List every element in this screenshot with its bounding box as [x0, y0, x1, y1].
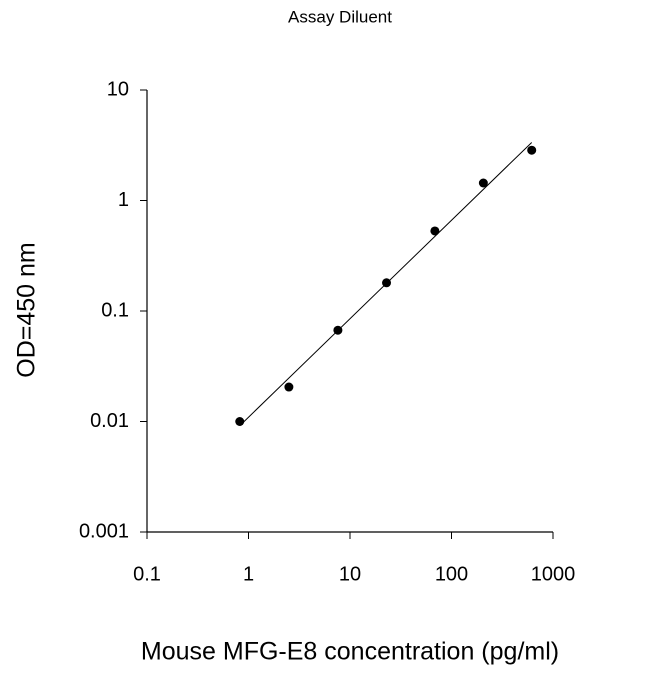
y-axis-label: OD=450 nm: [13, 242, 41, 378]
point: [333, 325, 343, 335]
y-tick-label: 0.1: [101, 299, 129, 321]
y-tick-label: 10: [107, 78, 129, 100]
point: [382, 278, 392, 288]
point: [284, 382, 294, 392]
y-tick-label: 1: [118, 189, 129, 211]
point: [527, 145, 537, 155]
chart-title: Assay Diluent: [288, 7, 392, 26]
y-tick-label: 0.001: [79, 520, 129, 542]
x-tick-label: 0.1: [133, 563, 161, 585]
x-tick-label: 1000: [531, 563, 576, 585]
x-tick-label: 100: [435, 563, 468, 585]
x-tick-label: 10: [339, 563, 361, 585]
point: [430, 226, 440, 236]
point: [478, 178, 488, 188]
y-tick-label: 0.01: [90, 410, 129, 432]
x-axis-label: Mouse MFG-E8 concentration (pg/ml): [141, 638, 559, 666]
x-tick-label: 1: [243, 563, 254, 585]
point: [235, 417, 245, 426]
